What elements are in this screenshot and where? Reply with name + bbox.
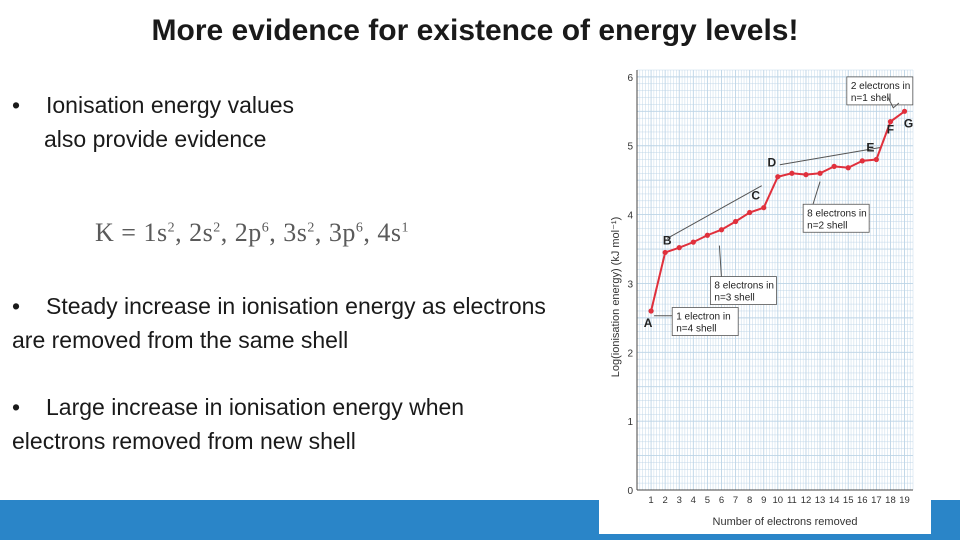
bullet-point: • [12, 293, 21, 319]
data-point [690, 239, 696, 245]
data-point [704, 232, 711, 238]
ionisation-energy-chart: 0 1 2 3 4 5 6 1 2 3 4 5 6 7 8 9 10 11 12 13 14 15 16 17 18 19 8 e… [599, 62, 931, 534]
bullet-point: • [12, 394, 21, 420]
formula-term-2: 2s2, [189, 218, 235, 247]
bullet-text: Large increase in ionisation energy when… [12, 394, 465, 454]
bullet-text-line2: also provide evidence [44, 126, 267, 152]
point-label-c: C [751, 189, 760, 203]
x-tick-label: 12 [801, 495, 812, 506]
x-tick-label: 7 [733, 495, 738, 506]
data-point [732, 218, 739, 225]
x-tick-label: 14 [829, 495, 840, 506]
x-tick-label: 15 [843, 495, 854, 506]
y-tick-label: 1 [627, 417, 633, 428]
x-tick-label: 2 [663, 495, 668, 506]
annotation-n4-box [671, 307, 739, 336]
x-tick-label: 11 [787, 495, 797, 506]
data-point [648, 308, 654, 314]
bracket-n2 [779, 147, 881, 166]
x-tick-label: 19 [899, 495, 910, 506]
x-tick-label: 16 [857, 495, 868, 506]
formula-term-1: 1s2, [143, 218, 190, 247]
bullet-text: Steady increase in ionisation energy as … [12, 293, 546, 353]
x-tick-label: 13 [815, 495, 826, 506]
x-tick-label: 18 [885, 495, 896, 506]
bullet-large-increase: • Large increase in ionisation energy whe… [12, 390, 552, 458]
data-point [803, 172, 809, 178]
annotation-n2-box [802, 203, 870, 233]
y-axis-label: Log(ionisation energy) (kJ mol⁻¹) [610, 217, 622, 377]
point-label-a: A [644, 316, 653, 330]
chart-point-labels: A B C D EF G [644, 116, 913, 330]
data-point [817, 170, 823, 176]
x-tick-label: 9 [761, 495, 766, 506]
y-tick-label: 5 [627, 142, 633, 153]
bullet-point: • [12, 92, 21, 118]
bracket-n1 [886, 95, 900, 109]
formula-term-6: 4s1 [377, 218, 409, 247]
formula-term-5: 3p6, [328, 218, 378, 247]
point-label-b: B [663, 233, 672, 247]
y-tick-label: 6 [627, 73, 633, 84]
annotation-n3-line1: 8 electrons in [714, 281, 773, 292]
y-tick-label: 0 [627, 486, 633, 497]
data-point [859, 158, 865, 164]
annotation-n2-line2: n=2 shell [807, 220, 847, 231]
annotation-n3-box [710, 276, 777, 305]
pointer-n2 [812, 181, 821, 205]
chart-axes [636, 70, 913, 491]
x-tick-label: 4 [691, 495, 696, 506]
annotation-n2-line1: 8 electrons in [807, 208, 866, 219]
bullet-steady-increase: • Steady increase in ionisation energy as… [12, 289, 552, 357]
x-axis-label: Number of electrons removed [713, 516, 858, 528]
x-tick-label: 6 [719, 495, 724, 506]
data-point [789, 170, 795, 176]
data-point [887, 119, 894, 125]
formula-prefix: K = [95, 218, 144, 247]
data-point [845, 165, 851, 171]
data-point [873, 156, 879, 163]
x-tick-label: 8 [747, 495, 752, 506]
annotation-n1-line2: n=1 shell [851, 93, 891, 104]
x-tick-label: 10 [773, 495, 784, 506]
pointer-n3 [718, 245, 722, 277]
point-label-d: D [767, 156, 776, 170]
x-tick-label: 17 [871, 495, 882, 506]
data-point [761, 205, 767, 211]
x-tick-label: 1 [648, 495, 653, 506]
electron-configuration-formula: K = 1s2, 2s2, 2p6, 3s2, 3p6, 4s1 [95, 218, 409, 248]
annotation-n4-line2: n=4 shell [676, 324, 716, 335]
data-point [747, 209, 753, 216]
x-tick-label: 5 [705, 495, 710, 506]
point-label-f: F [887, 123, 894, 137]
bracket-n3 [666, 185, 762, 239]
annotation-n1-line1: 2 electrons in [851, 81, 910, 92]
data-point [676, 245, 682, 251]
data-point [831, 163, 837, 169]
formula-term-4: 3s2, [283, 218, 329, 247]
x-tick-label: 3 [677, 495, 682, 506]
data-point [662, 249, 668, 256]
chart-series [648, 108, 908, 314]
formula-term-3: 2p6, [234, 218, 284, 247]
point-label-e: E [866, 141, 874, 155]
chart-grid [636, 69, 914, 491]
slide-title: More evidence for existence of energy le… [151, 14, 799, 47]
annotation-n3-line2: n=3 shell [714, 293, 754, 304]
annotation-n1-box [846, 76, 914, 106]
data-point [718, 227, 725, 233]
data-point [901, 108, 908, 114]
y-tick-label: 3 [627, 279, 633, 290]
y-tick-label: 4 [627, 211, 633, 222]
bullet-text-line1: Ionisation energy values [46, 92, 295, 118]
bullet-ionisation-evidence: • Ionisation energy values also provide e… [12, 88, 432, 156]
y-tick-label: 2 [627, 348, 633, 359]
data-point [775, 174, 781, 180]
point-label-g: G [904, 116, 913, 130]
annotation-n4-line1: 1 electron in [676, 312, 730, 323]
